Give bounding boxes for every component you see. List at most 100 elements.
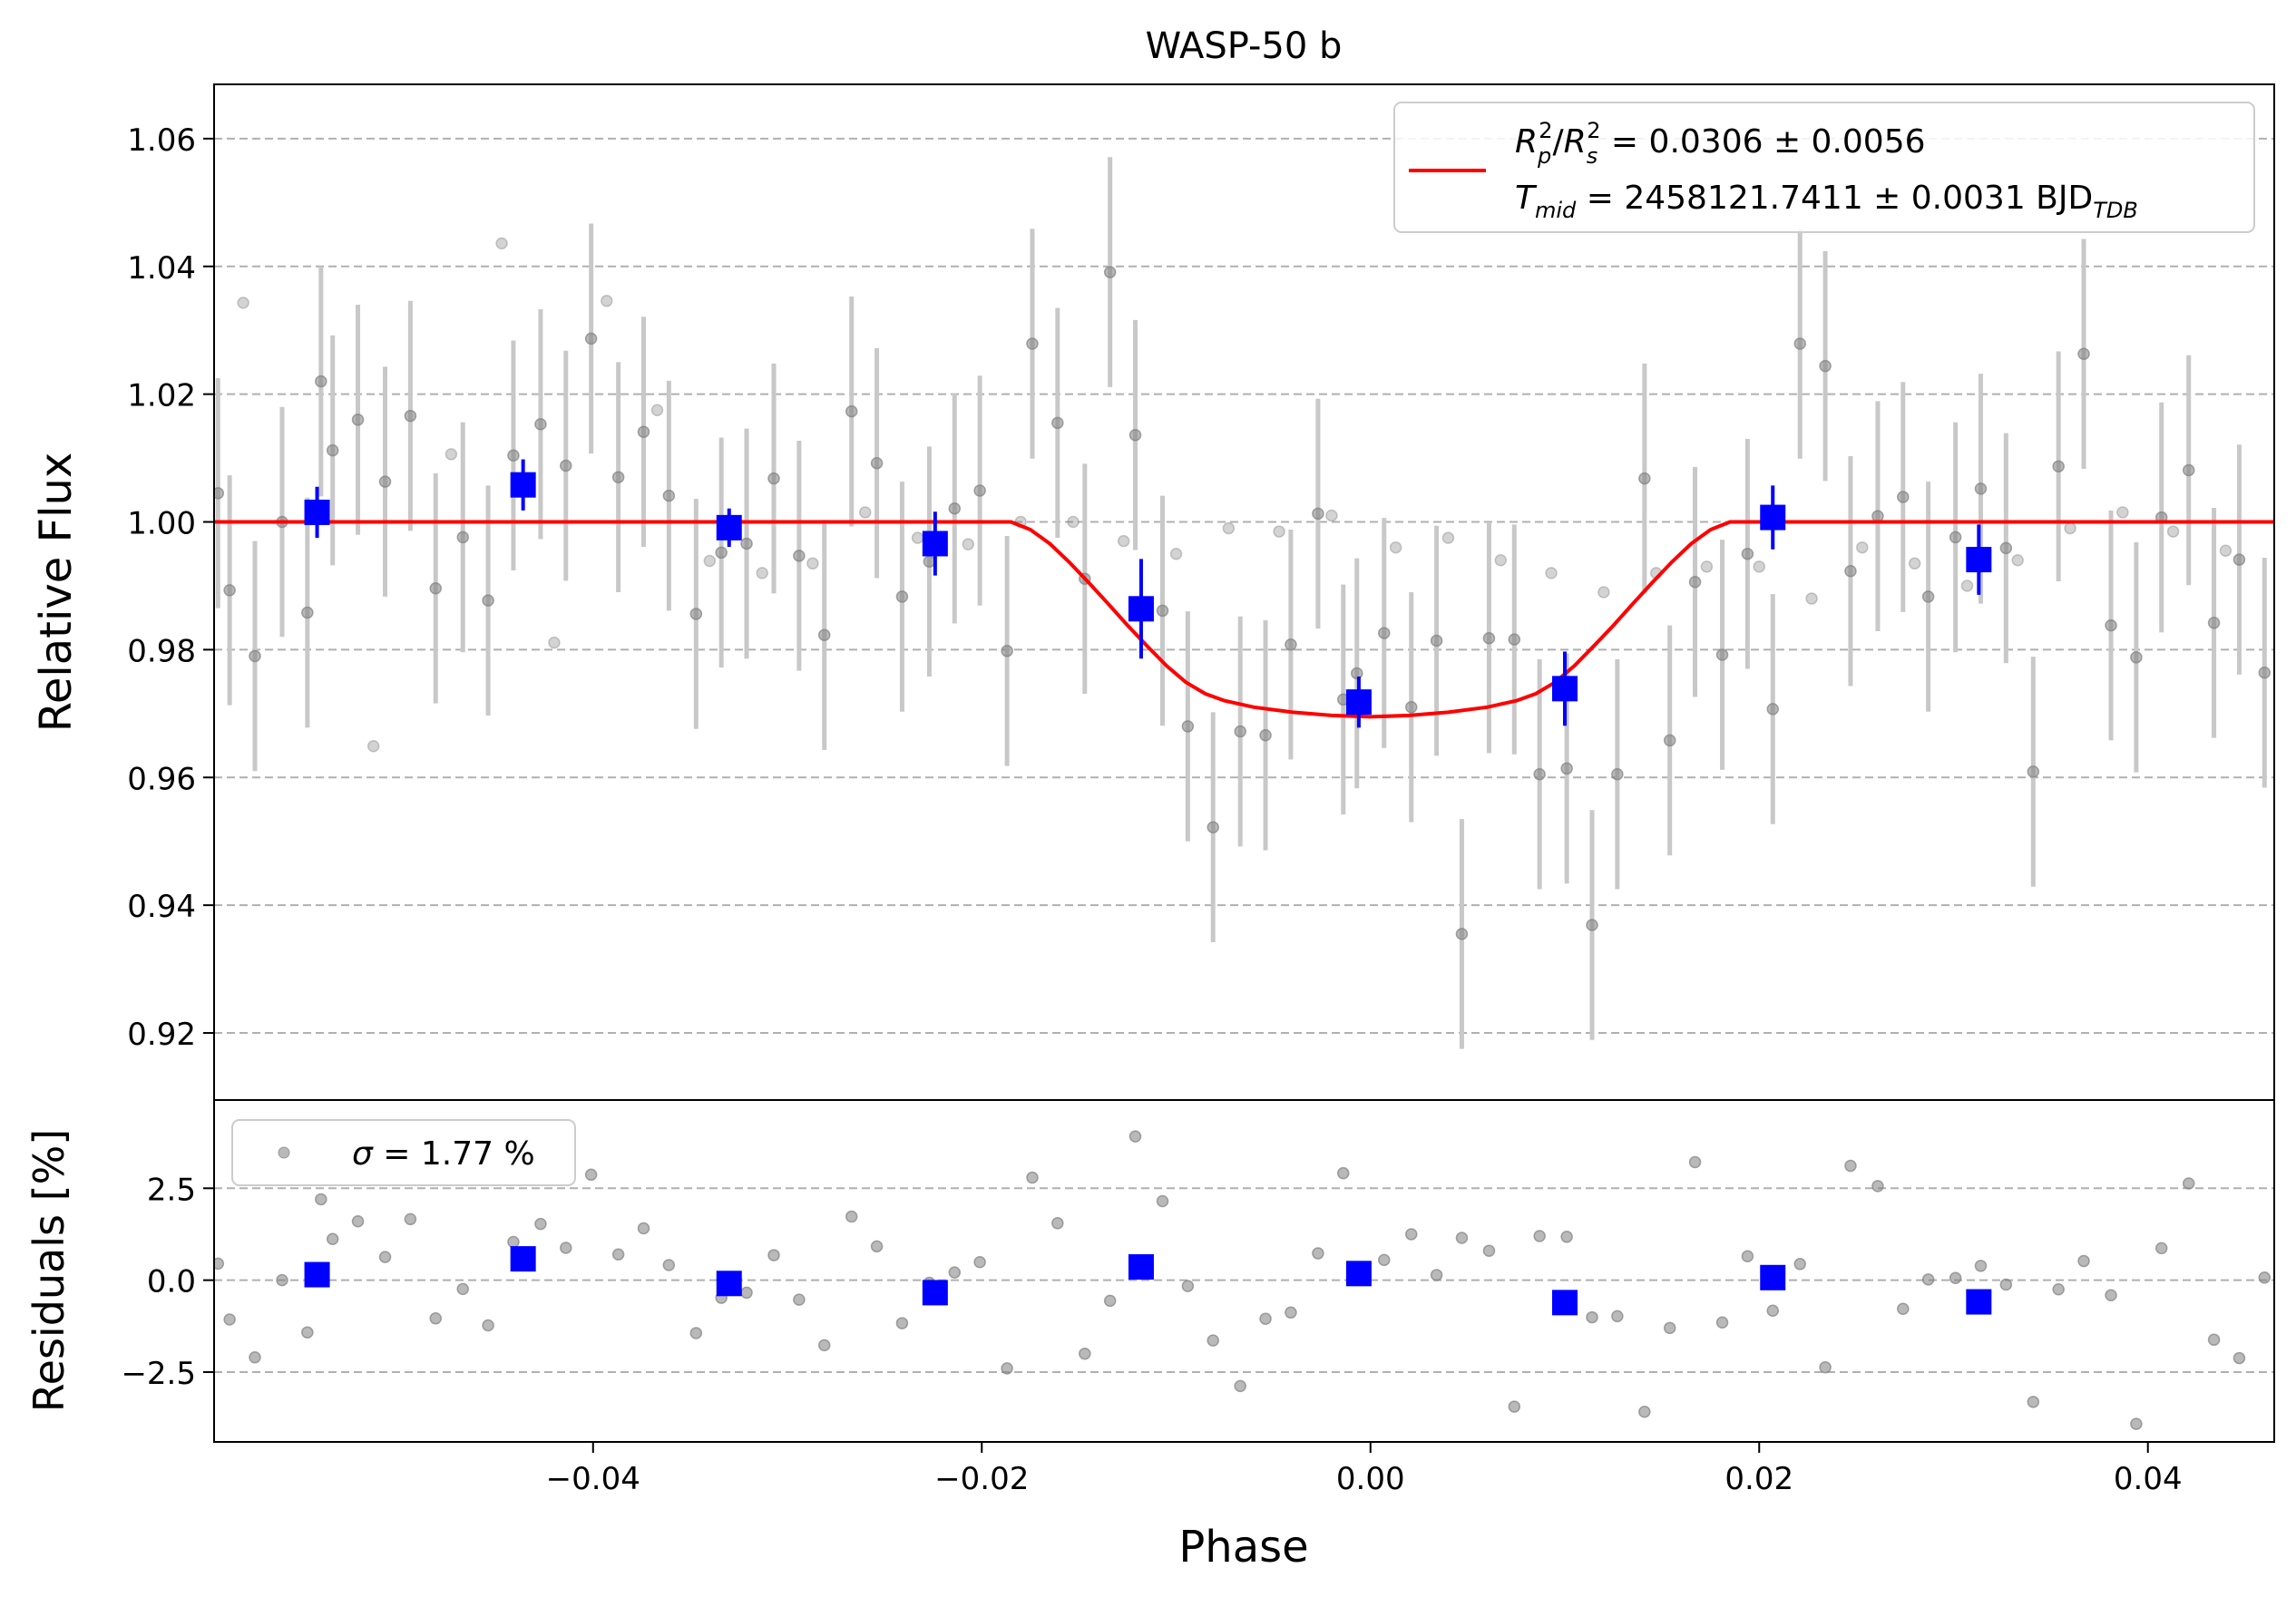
residuals-raw-point (351, 1215, 365, 1228)
residuals-raw-point (378, 1251, 392, 1263)
residuals-raw-point (429, 1312, 442, 1325)
main-raw-point (1405, 701, 1418, 714)
residuals-raw-point (895, 1317, 909, 1329)
main-raw-point (870, 456, 884, 470)
main-raw-point (366, 740, 380, 753)
main-raw-point (1103, 266, 1117, 278)
residuals-raw-point (1508, 1400, 1521, 1413)
residuals-raw-point (1921, 1273, 1935, 1286)
residuals-raw-point (1586, 1310, 1598, 1324)
residuals-binned-point (922, 1280, 948, 1306)
main-raw-point (1285, 638, 1297, 651)
main-binned-point (716, 514, 742, 540)
main-raw-point (2130, 651, 2143, 664)
main-raw-point (2064, 521, 2076, 535)
residuals-legend-sigma: σ = 1.77 % (352, 1135, 535, 1173)
main-raw-point (2011, 554, 2024, 567)
residuals-raw-point (214, 1257, 225, 1271)
main-raw-point (1805, 592, 1818, 605)
main-raw-point (715, 546, 728, 560)
residuals-raw-point (560, 1242, 572, 1254)
residuals-raw-point (2258, 1271, 2272, 1284)
main-raw-point (1508, 633, 1521, 646)
main-raw-point (1897, 491, 1910, 503)
residuals-raw-point (793, 1293, 806, 1306)
main-raw-point (895, 590, 909, 603)
main-raw-point (1871, 510, 1884, 522)
main-raw-point (1325, 509, 1338, 522)
main-raw-point (1494, 554, 1508, 567)
residuals-raw-point (1560, 1231, 1573, 1243)
main-raw-point (1663, 734, 1676, 747)
main-raw-point (1999, 541, 2013, 555)
main-raw-point (1273, 525, 1285, 538)
main-binned-point (1552, 676, 1578, 702)
residuals-raw-point (482, 1319, 494, 1332)
main-raw-point (2182, 463, 2195, 477)
x-axis-label: Phase (1178, 1522, 1308, 1573)
main-raw-point (703, 554, 717, 568)
main-raw-point (1181, 720, 1195, 733)
main-raw-point (495, 237, 508, 250)
main-raw-point (1455, 928, 1469, 940)
main-binned-point (304, 499, 330, 525)
main-raw-point (2258, 667, 2272, 679)
main-raw-point (2052, 460, 2065, 472)
main-raw-point (429, 582, 442, 595)
main-raw-point (1766, 703, 1779, 716)
residuals-binned-point (510, 1246, 536, 1272)
residuals-raw-point (845, 1210, 858, 1223)
residuals-raw-point (2105, 1289, 2117, 1302)
residuals-raw-point (740, 1286, 753, 1300)
main-binned-point (922, 531, 948, 557)
main-raw-point (1819, 359, 1832, 373)
residuals-raw-point (1533, 1230, 1546, 1242)
residuals-raw-point (1103, 1294, 1117, 1308)
main-raw-point (858, 506, 872, 519)
residuals-raw-point (301, 1326, 314, 1339)
main-legend-mid-time: Tmid = 2458121.7411 ± 0.0031 BJDTDB (1515, 180, 2138, 223)
main-raw-point (1741, 547, 1754, 560)
main-y-axis-label: Relative Flux (31, 453, 82, 733)
residuals-raw-point (1949, 1271, 1962, 1284)
residuals-raw-point (1819, 1360, 1832, 1374)
residuals-raw-point (1156, 1194, 1169, 1208)
residuals-binned-point (1552, 1290, 1578, 1316)
residuals-raw-point (1181, 1280, 1195, 1292)
residuals-raw-point (1999, 1278, 2013, 1291)
main-raw-point (1688, 575, 1702, 589)
main-raw-point (1844, 565, 1857, 578)
main-raw-point (1259, 729, 1272, 742)
main-raw-point (445, 448, 458, 461)
main-raw-point (456, 531, 469, 544)
residuals-raw-point (223, 1313, 236, 1326)
residuals-raw-point (456, 1282, 469, 1296)
main-legend-radius-ratio: Rp2/Rs2 = 0.0306 ± 0.0056 (1515, 118, 1926, 169)
residuals-raw-point (1001, 1362, 1013, 1375)
residuals-raw-point (948, 1266, 962, 1279)
main-raw-point (249, 649, 261, 663)
residuals-raw-point (1234, 1379, 1246, 1393)
main-raw-point (1908, 557, 1921, 570)
residuals-binned-point (1966, 1289, 1992, 1315)
main-raw-point (845, 404, 858, 418)
main-raw-point (223, 584, 236, 597)
residuals-raw-point (2077, 1254, 2090, 1268)
residuals-raw-point (2232, 1351, 2246, 1365)
main-raw-point (584, 332, 598, 346)
residuals-raw-point (534, 1217, 547, 1231)
main-raw-point (1441, 531, 1455, 544)
main-raw-point (756, 567, 768, 579)
residuals-raw-point (2154, 1242, 2168, 1255)
main-raw-point (1545, 567, 1558, 579)
main-raw-point (1378, 627, 1391, 639)
residuals-y-tick-label: 0.0 (147, 1264, 196, 1300)
main-raw-point (689, 608, 703, 620)
residuals-legend: σ = 1.77 % (231, 1119, 576, 1186)
residuals-raw-point (1285, 1306, 1297, 1319)
residuals-raw-point (1405, 1228, 1418, 1241)
main-raw-point (1921, 590, 1935, 603)
residuals-y-axis-ticks: −2.5 0.0 2.5 (121, 1172, 214, 1392)
main-raw-point (662, 489, 676, 502)
main-raw-point (378, 475, 392, 488)
